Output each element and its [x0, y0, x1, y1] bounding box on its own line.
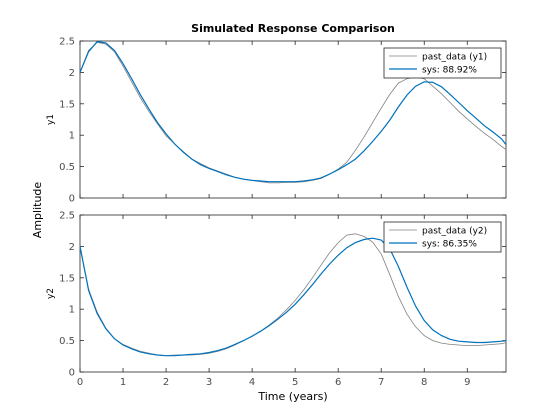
y-tick-label-y1: 2.5	[59, 37, 75, 48]
x-tick-label-y2: 9	[464, 377, 470, 388]
model-line-y1	[80, 41, 506, 183]
legend-entry-y2: sys: 86.35%	[422, 240, 477, 250]
axis-label-y2: y2	[46, 288, 56, 299]
y-tick-label-y2: 2.5	[59, 211, 75, 222]
x-tick-label-y2: 6	[335, 377, 341, 388]
shared-y-axis-label: Amplitude	[31, 182, 44, 239]
legend-entry-y1: past_data (y1)	[422, 53, 487, 63]
model-line-y2	[80, 237, 506, 357]
axes-y2: 0 0.5 1 1.5 2 2.5 0 1 2 3 4 5 6 7 8 9 y2 past_data (y2) sy…	[46, 211, 507, 388]
legend-entry-y2: past_data (y2)	[422, 227, 487, 237]
legend-entry-y1: sys: 88.92%	[422, 66, 477, 76]
y-tick-label-y1: 1.5	[59, 99, 75, 110]
x-tick-label-y2: 0	[77, 377, 83, 388]
y-tick-label-y1: 0	[69, 194, 75, 205]
y-tick-label-y1: 1	[69, 131, 75, 142]
y-tick-label-y1: 0.5	[59, 162, 75, 173]
x-tick-label-y2: 4	[249, 377, 255, 388]
legend-y2: past_data (y2) sys: 86.35%	[383, 221, 502, 253]
legend-box-y2	[383, 221, 502, 253]
x-tick-label-y2: 7	[378, 377, 384, 388]
shared-x-axis-label: Time (years)	[257, 390, 327, 403]
axis-label-y1: y1	[46, 114, 56, 125]
y-tick-label-y2: 2	[69, 242, 75, 253]
x-tick-label-y2: 2	[163, 377, 169, 388]
y-tick-label-y2: 0	[69, 368, 75, 379]
legend-y1: past_data (y1) sys: 88.92%	[383, 47, 502, 79]
x-tick-label-y2: 8	[421, 377, 427, 388]
y-tick-label-y2: 0.5	[59, 336, 75, 347]
legend-box-y1	[383, 47, 502, 79]
y-tick-label-y2: 1	[69, 305, 75, 316]
x-tick-label-y2: 5	[292, 377, 298, 388]
y-tick-label-y2: 1.5	[59, 273, 75, 284]
figure-title: Simulated Response Comparison	[191, 22, 395, 35]
x-tick-label-y2: 1	[120, 377, 126, 388]
axes-y1: 0 0.5 1 1.5 2 2.5 y1 past_data (y1) sys: 88.92%	[46, 37, 507, 205]
y-tick-label-y1: 2	[69, 68, 75, 79]
x-tick-label-y2: 3	[206, 377, 212, 388]
